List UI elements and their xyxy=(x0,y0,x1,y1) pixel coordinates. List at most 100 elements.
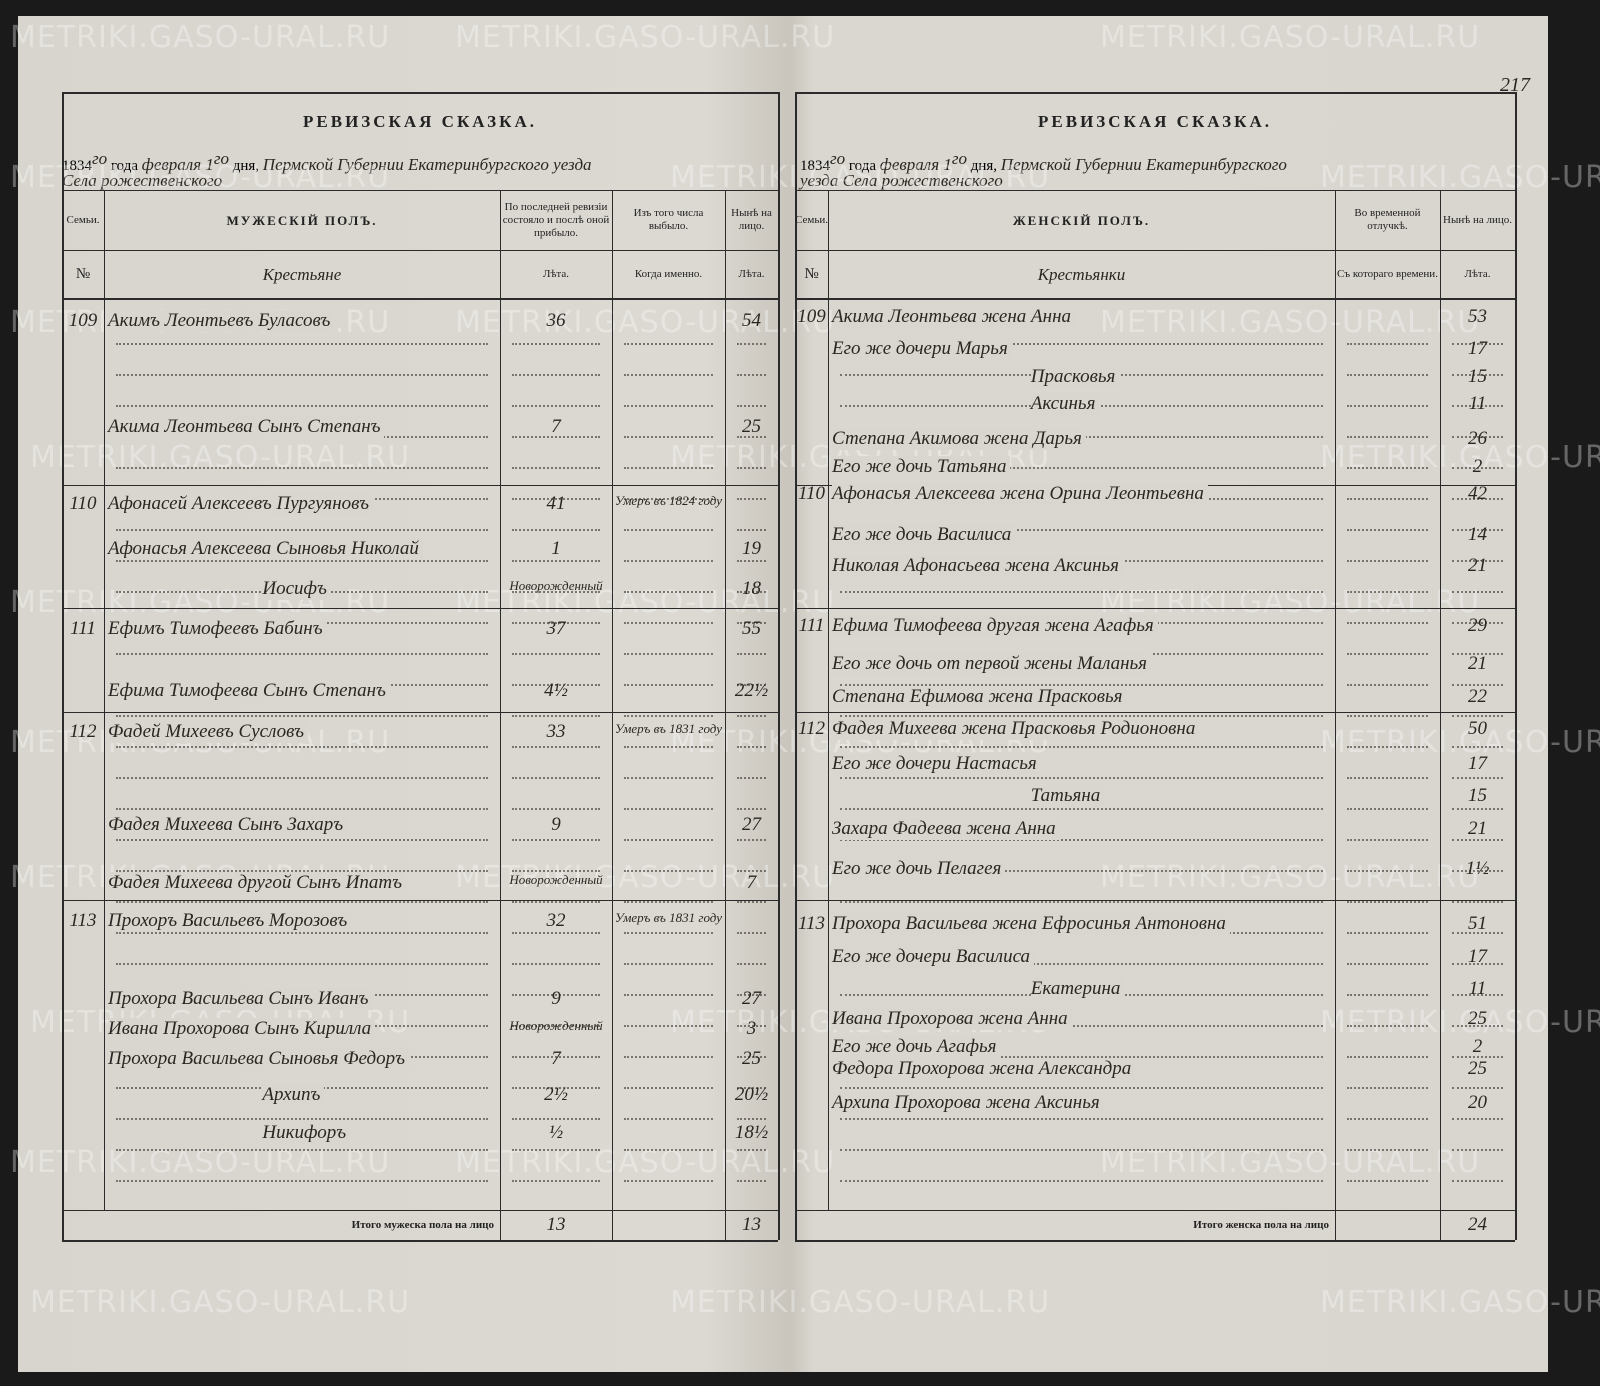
dotted-filler xyxy=(840,684,1323,688)
entry-name: Его же дочери Василиса xyxy=(832,946,1035,968)
dotted-filler xyxy=(1452,1025,1503,1029)
entry-age-now: 11 xyxy=(1468,393,1487,414)
entry-age-now: 15 xyxy=(1468,366,1487,387)
dotted-filler xyxy=(840,839,1323,843)
dotted-filler xyxy=(1452,684,1503,688)
entry-age-now: 15 xyxy=(1468,785,1487,806)
dotted-filler xyxy=(116,529,488,533)
rule-line xyxy=(62,900,778,901)
entry-name: Федора Прохорова жена Александра xyxy=(832,1058,1136,1080)
entry-age-now: 22 xyxy=(1468,686,1487,707)
dotted-filler xyxy=(116,1118,488,1122)
entry-age-now: 21 xyxy=(1468,555,1487,576)
entry-name: Прохора Васильева жена Ефросинья Антонов… xyxy=(832,913,1230,935)
sheet-title: РЕВИЗСКАЯ СКАЗКА. xyxy=(303,112,537,131)
entry-family: 110 xyxy=(797,483,826,504)
dotted-filler xyxy=(1347,591,1428,595)
word: дня, xyxy=(232,158,260,174)
watermark: METRIKI.GASO-URAL.RU xyxy=(670,1285,1051,1320)
entry-name: Его же дочь Татьяна xyxy=(832,456,1011,478)
dotted-filler xyxy=(624,529,713,533)
entry-name: Афонасья Алексеева Сыновья Николай xyxy=(108,538,423,560)
dotted-filler xyxy=(737,374,766,378)
entry-age-now: 2 xyxy=(1472,1036,1483,1057)
dotted-filler xyxy=(840,1087,1323,1091)
entry-age-now: 17 xyxy=(1468,338,1487,359)
entry-age-last: 1 xyxy=(551,538,561,559)
dotted-filler xyxy=(1452,870,1503,874)
dotted-filler xyxy=(737,994,766,998)
entry-name: Его же дочери Настасья xyxy=(832,753,1041,775)
dotted-filler xyxy=(624,1025,713,1029)
dotted-filler xyxy=(1347,1056,1428,1060)
entry-age-now: 42 xyxy=(1468,483,1487,504)
rule-line xyxy=(795,298,1515,300)
entry-name: Архипъ xyxy=(262,1084,325,1106)
dotted-filler xyxy=(116,467,488,471)
entry-name: Архипа Прохорова жена Аксинья xyxy=(832,1092,1104,1114)
rule-line xyxy=(795,712,1515,713)
dotted-filler xyxy=(624,1180,713,1184)
dotted-filler xyxy=(737,746,766,750)
entry-age-now: 20 xyxy=(1468,1092,1487,1113)
dotted-filler xyxy=(840,1180,1323,1184)
dotted-filler xyxy=(116,932,488,936)
suffix: го xyxy=(830,149,846,168)
dotted-filler xyxy=(1452,777,1503,781)
sheet-title: РЕВИЗСКАЯ СКАЗКА. xyxy=(1038,112,1272,131)
rule-line xyxy=(795,900,1515,901)
dotted-filler xyxy=(1452,994,1503,998)
watermark: METRIKI.GASO-URAL.RU xyxy=(1320,160,1600,195)
dotted-filler xyxy=(1347,343,1428,347)
dotted-filler xyxy=(624,684,713,688)
column-header: Нынѣ на лицо. xyxy=(731,207,772,232)
dotted-filler xyxy=(840,1118,1323,1122)
column-header: Семьи. xyxy=(795,213,828,226)
watermark: METRIKI.GASO-URAL.RU xyxy=(455,305,836,340)
dotted-filler xyxy=(1452,1118,1503,1122)
dotted-filler xyxy=(624,498,713,502)
total-label: Итого мужеска пола на лицо xyxy=(351,1219,494,1231)
entry-age-last: 32 xyxy=(546,910,566,931)
entry-family: 113 xyxy=(797,913,826,934)
rule-line xyxy=(795,92,1515,94)
dotted-filler xyxy=(1347,560,1428,564)
entry-name: Афонасья Алексеева жена Орина Леонтьевна xyxy=(832,483,1208,505)
dotted-filler xyxy=(624,653,713,657)
dotted-filler xyxy=(1452,901,1503,905)
entry-family: 111 xyxy=(70,618,96,639)
dotted-filler xyxy=(1347,684,1428,688)
rule-line xyxy=(1440,1210,1441,1240)
entry-name: Акима Леонтьева Сынъ Степанъ xyxy=(108,416,385,438)
entry-name: Ивана Прохорова Сынъ Кирилла xyxy=(108,1018,376,1040)
entry-age-now: 18½ xyxy=(734,1122,769,1143)
dotted-filler xyxy=(624,1118,713,1122)
dotted-filler xyxy=(737,901,766,905)
rule-line xyxy=(795,92,797,1240)
dotted-filler xyxy=(624,1056,713,1060)
dotted-filler xyxy=(1452,498,1503,502)
dotted-filler xyxy=(1452,591,1503,595)
entry-age-now: 54 xyxy=(742,310,761,331)
dotted-filler xyxy=(1347,1025,1428,1029)
entry-name: Прохоръ Васильевъ Морозовъ xyxy=(108,910,352,932)
dotted-filler xyxy=(1452,1149,1503,1153)
dotted-filler xyxy=(512,870,600,874)
dotted-filler xyxy=(116,560,488,564)
entry-age-now: 21 xyxy=(1468,653,1487,674)
entry-name: Фадей Михеевъ Сусловъ xyxy=(108,721,308,743)
dotted-filler xyxy=(840,808,1323,812)
word: года xyxy=(848,158,877,174)
dotted-filler xyxy=(512,467,600,471)
watermark: METRIKI.GASO-URAL.RU xyxy=(1320,440,1600,475)
rule-line xyxy=(62,92,778,94)
dotted-filler xyxy=(512,839,600,843)
entry-age-last: Новорожденный xyxy=(509,578,603,593)
dotted-filler xyxy=(1452,746,1503,750)
entry-age-last: ½ xyxy=(548,1122,564,1143)
dotted-filler xyxy=(624,901,713,905)
dotted-filler xyxy=(1347,932,1428,936)
entry-family: 109 xyxy=(68,310,98,331)
entry-age-now: 22½ xyxy=(734,680,769,701)
